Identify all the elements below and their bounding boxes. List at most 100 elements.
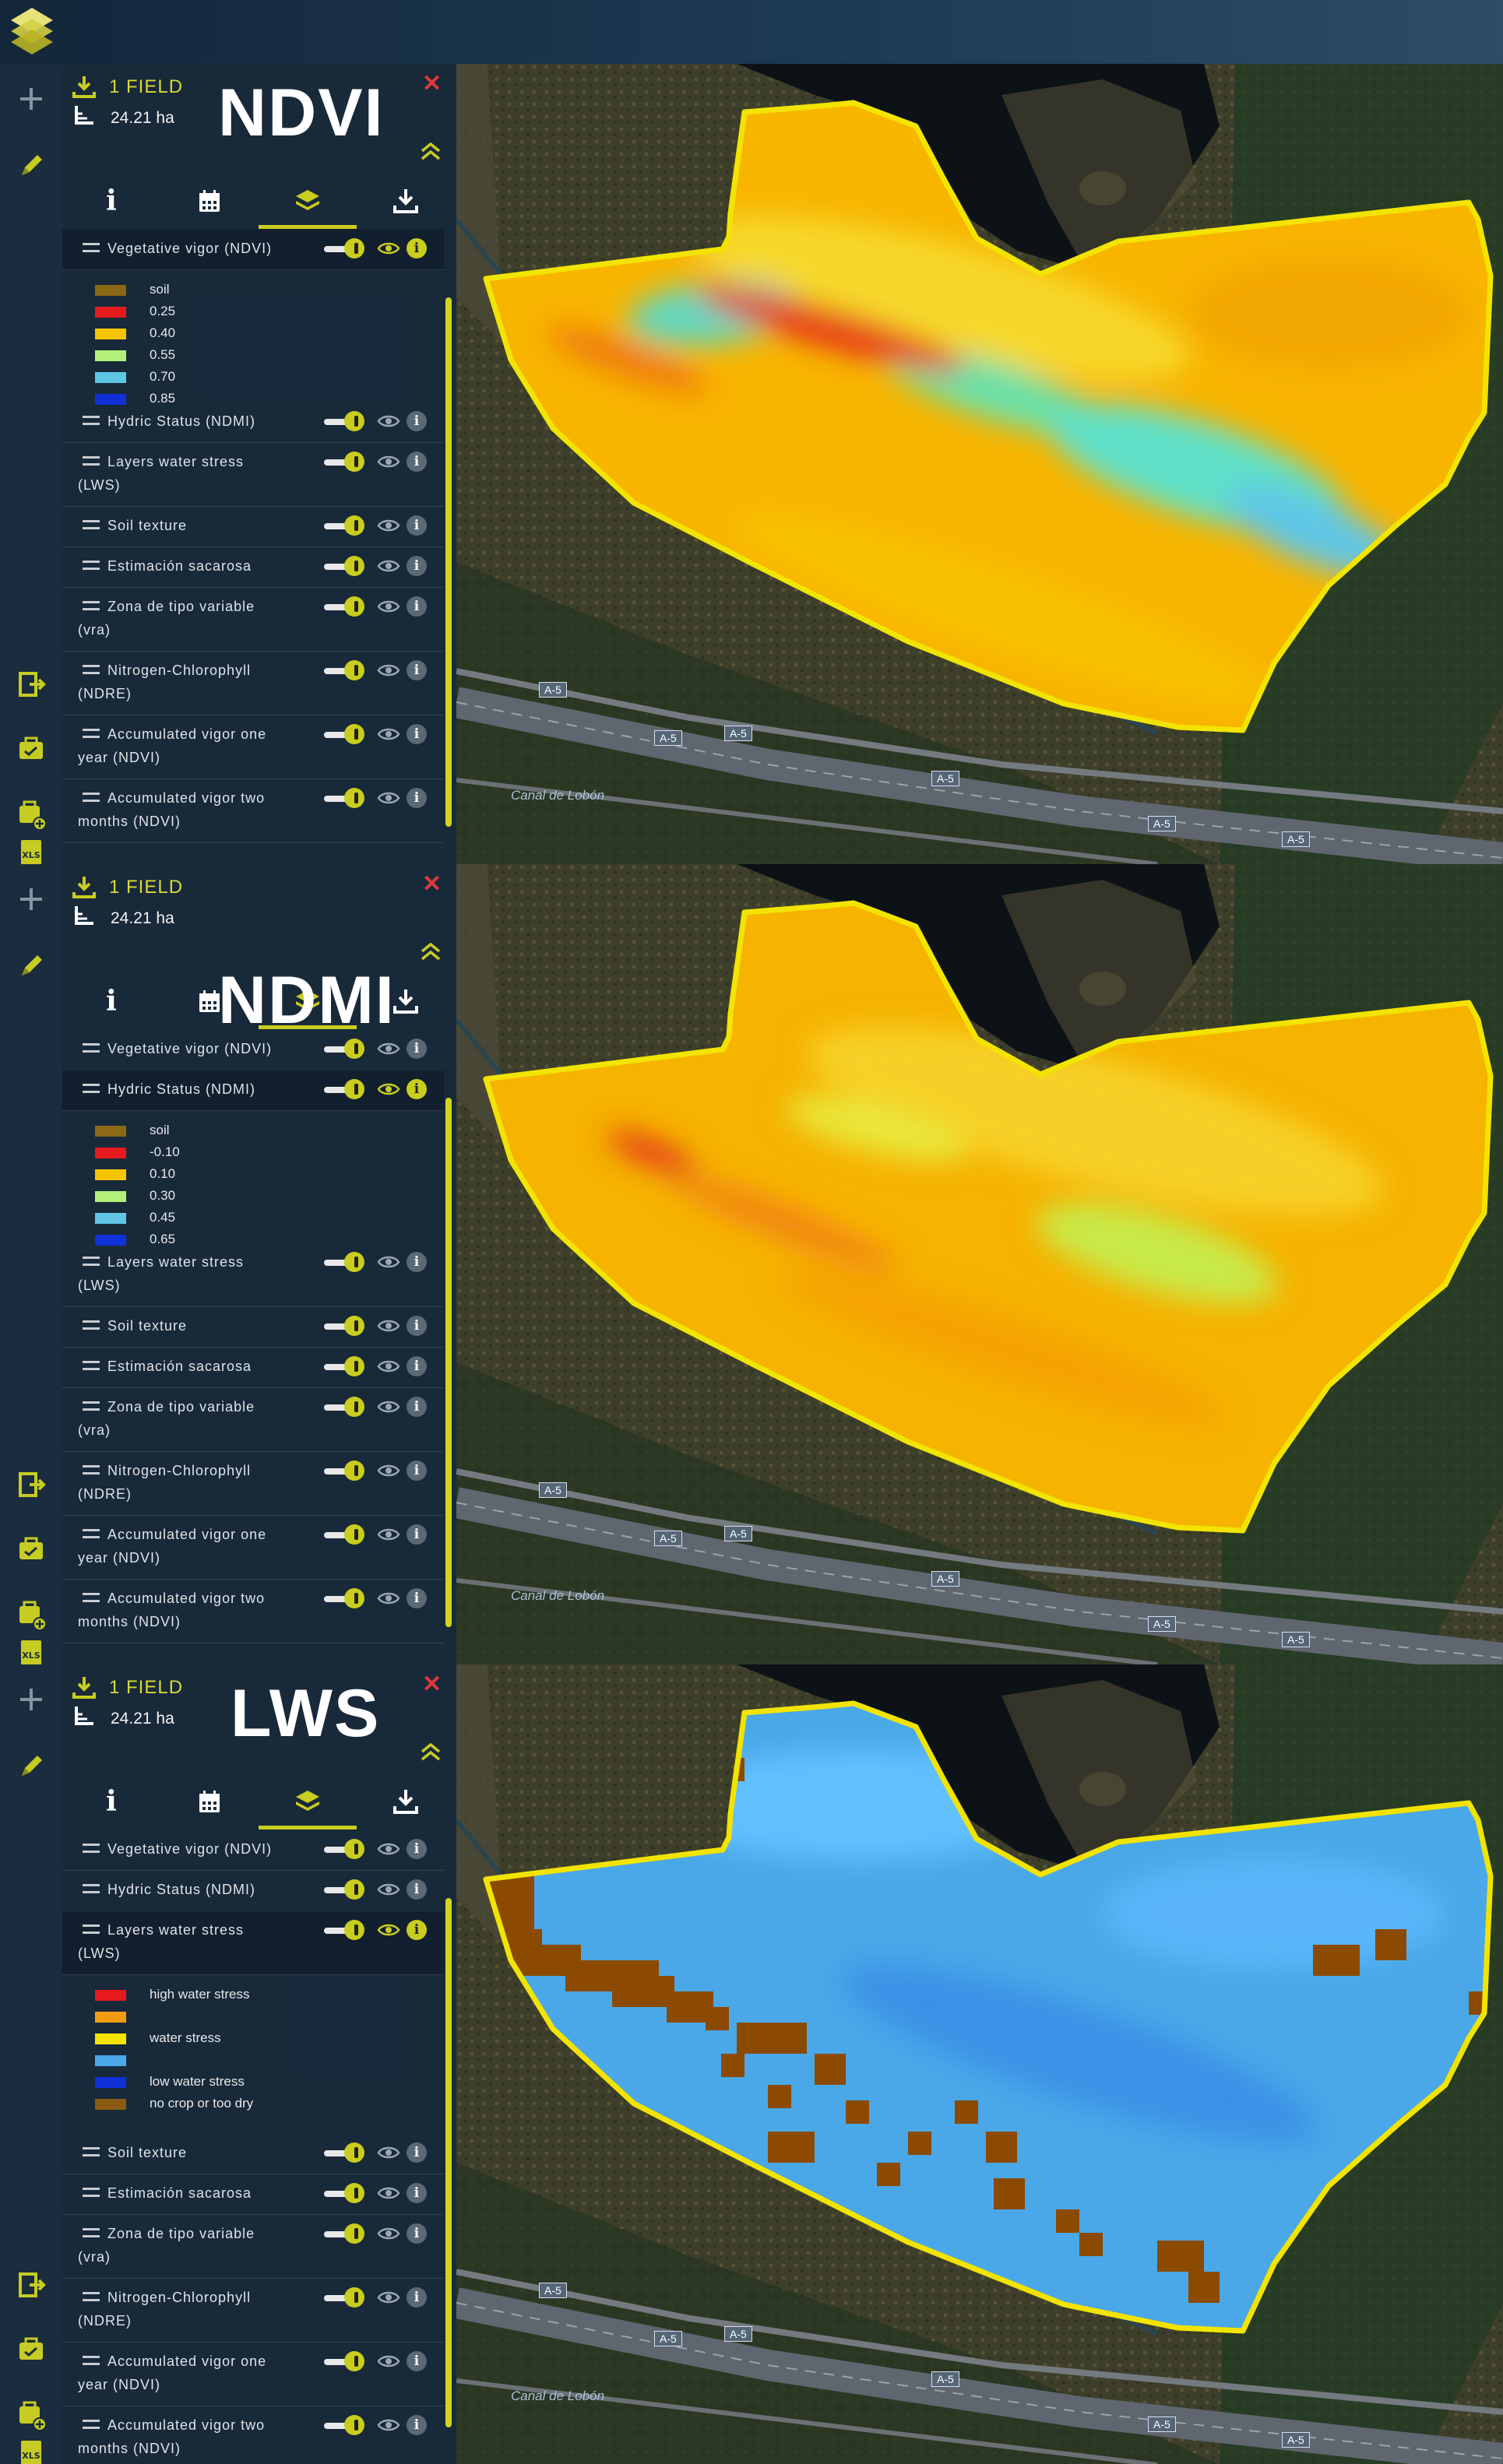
layer-toggle[interactable] [324,554,369,578]
report-tool-icon[interactable] [13,1532,49,1568]
tab-calendar[interactable] [160,1773,259,1830]
visibility-eye-icon[interactable] [377,237,400,260]
drag-handle-icon[interactable] [83,1084,100,1093]
drag-handle-icon[interactable] [83,793,100,802]
layer-toggle[interactable] [324,659,369,682]
layer-row[interactable]: Vegetative vigor (NDVI) i [62,1029,444,1070]
add-field-tool-icon[interactable] [13,1682,49,1717]
visibility-eye-icon[interactable] [377,1314,400,1337]
layer-toggle[interactable] [324,514,369,537]
download-field-icon[interactable] [72,1675,97,1699]
layer-row[interactable]: Accumulated vigor one year (NDVI) i [62,715,444,779]
layer-toggle[interactable] [324,1918,369,1942]
visibility-eye-icon[interactable] [377,1395,400,1418]
layer-row[interactable]: Vegetative vigor (NDVI) i [62,229,444,270]
drag-handle-icon[interactable] [83,1320,100,1330]
visibility-eye-icon[interactable] [377,2413,400,2437]
layer-toggle[interactable] [324,1037,369,1060]
satellite-map[interactable]: A-5 A-5 A-5 A-5 A-5 A-5 Canal de Lobón [456,64,1503,864]
layer-info-icon[interactable]: i [407,238,427,258]
download-field-icon[interactable] [72,75,97,98]
layer-row[interactable]: Accumulated vigor one year (NDVI) i [62,2342,444,2406]
tab-info[interactable]: i [62,173,160,229]
layer-info-icon[interactable]: i [407,2142,427,2163]
satellite-map[interactable]: A-5 A-5 A-5 A-5 A-5 A-5 Canal de Lobón [456,864,1503,1664]
layer-toggle[interactable] [324,1077,369,1101]
visibility-eye-icon[interactable] [377,1250,400,1274]
layer-toggle[interactable] [324,450,369,473]
layer-row[interactable]: Accumulated vigor one year (NDVI) i [62,1515,444,1580]
add-report-tool-icon[interactable] [13,2398,49,2434]
tab-info[interactable]: i [62,973,160,1029]
layer-toggle[interactable] [324,1523,369,1546]
layer-row[interactable]: Hydric Status (NDMI) i [62,1870,444,1911]
xls-export-tool-icon[interactable]: XLS [13,2435,49,2464]
drag-handle-icon[interactable] [83,520,100,529]
drag-handle-icon[interactable] [83,1844,100,1853]
visibility-eye-icon[interactable] [377,2286,400,2309]
collapse-chevron-icon[interactable] [417,139,444,162]
visibility-eye-icon[interactable] [377,1587,400,1610]
tab-download[interactable] [357,173,455,229]
layer-toggle[interactable] [324,2181,369,2205]
layer-toggle[interactable] [324,722,369,746]
visibility-eye-icon[interactable] [377,595,400,618]
panel-scrollbar[interactable] [445,1898,452,2427]
layer-info-icon[interactable]: i [407,1460,427,1481]
export-tool-icon[interactable] [13,2267,49,2303]
layer-info-icon[interactable]: i [407,452,427,472]
panel-scrollbar[interactable] [445,1098,452,1627]
collapse-chevron-icon[interactable] [417,939,444,962]
drag-handle-icon[interactable] [83,2228,100,2237]
layer-info-icon[interactable]: i [407,1356,427,1376]
close-icon[interactable]: ✕ [422,871,442,897]
layer-toggle[interactable] [324,1395,369,1418]
drag-handle-icon[interactable] [83,1593,100,1602]
layer-toggle[interactable] [324,1250,369,1274]
layer-toggle[interactable] [324,2222,369,2245]
layer-toggle[interactable] [324,2286,369,2309]
visibility-eye-icon[interactable] [377,1918,400,1942]
layer-row[interactable]: Accumulated vigor two months (NDVI) i [62,2406,444,2464]
close-icon[interactable]: ✕ [422,1671,442,1697]
layer-info-icon[interactable]: i [407,2183,427,2203]
tab-layers[interactable] [259,173,357,229]
xls-export-tool-icon[interactable]: XLS [13,1635,49,1664]
tab-calendar[interactable] [160,173,259,229]
layer-info-icon[interactable]: i [407,515,427,536]
layer-row[interactable]: Layers water stress (LWS) i [62,442,444,507]
visibility-eye-icon[interactable] [377,1077,400,1101]
layer-toggle[interactable] [324,1355,369,1378]
layer-info-icon[interactable]: i [407,2223,427,2244]
visibility-eye-icon[interactable] [377,2222,400,2245]
close-icon[interactable]: ✕ [422,71,442,97]
layer-info-icon[interactable]: i [407,1588,427,1608]
report-tool-icon[interactable] [13,732,49,768]
layer-toggle[interactable] [324,1459,369,1482]
drag-handle-icon[interactable] [83,729,100,738]
tab-layers[interactable] [259,1773,357,1830]
layer-toggle[interactable] [324,237,369,260]
layer-info-icon[interactable]: i [407,1316,427,1336]
layer-info-icon[interactable]: i [407,596,427,617]
export-tool-icon[interactable] [13,1467,49,1503]
drag-handle-icon[interactable] [83,2356,100,2365]
layer-info-icon[interactable]: i [407,1079,427,1099]
layer-row[interactable]: Accumulated vigor two months (NDVI) i [62,1579,444,1643]
collapse-chevron-icon[interactable] [417,1739,444,1763]
layer-row[interactable]: Zona de tipo variable (vra) i [62,2214,444,2279]
visibility-eye-icon[interactable] [377,554,400,578]
visibility-eye-icon[interactable] [377,1523,400,1546]
export-tool-icon[interactable] [13,666,49,702]
layer-toggle[interactable] [324,2413,369,2437]
layer-row[interactable]: Zona de tipo variable (vra) i [62,1387,444,1452]
layer-row[interactable]: Hydric Status (NDMI) i [62,1070,444,1111]
drag-handle-icon[interactable] [83,1884,100,1893]
layer-info-icon[interactable]: i [407,2287,427,2308]
drag-handle-icon[interactable] [83,1924,100,1934]
layer-info-icon[interactable]: i [407,1879,427,1900]
layer-row[interactable]: Soil texture i [62,2133,444,2174]
visibility-eye-icon[interactable] [377,1459,400,1482]
layer-row[interactable]: Estimación sacarosa i [62,547,444,588]
download-field-icon[interactable] [72,875,97,898]
